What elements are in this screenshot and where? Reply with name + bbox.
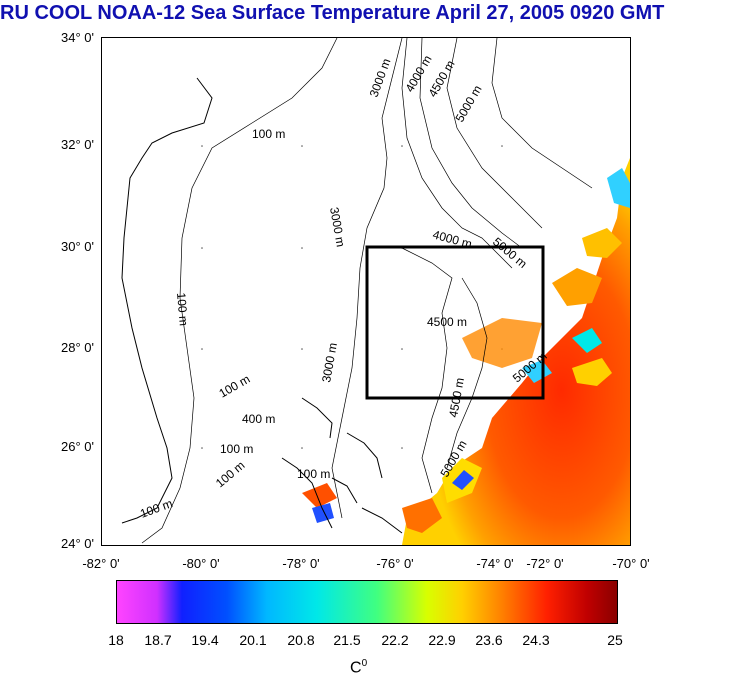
lat-label-32: 32° 0' [61, 137, 94, 152]
contour-label: 4500 m [427, 315, 467, 329]
lon-label-80: -80° 0' [182, 556, 220, 571]
contour-label: 100 m [213, 458, 248, 490]
lon-label-78: -78° 0' [282, 556, 320, 571]
contour-label: 100 m [217, 372, 253, 401]
colorbar-tick: 22.9 [428, 632, 456, 648]
lon-label-76: -76° 0' [376, 556, 414, 571]
colorbar-tick: 25 [607, 632, 623, 648]
coastline [121, 77, 403, 534]
study-area-box [365, 245, 545, 400]
lon-label-74: -74° 0' [476, 556, 514, 571]
lat-label-30: 30° 0' [61, 239, 94, 254]
lat-label-24: 24° 0' [61, 536, 94, 551]
colorbar-tick: 22.2 [381, 632, 409, 648]
sst-field [302, 158, 630, 545]
lon-label-72: -72° 0' [526, 556, 564, 571]
colorbar-tick: 20.1 [239, 632, 267, 648]
map-title: RU COOL NOAA-12 Sea Surface Temperature … [0, 2, 665, 24]
colorbar-tick: 24.3 [522, 632, 550, 648]
unit-text: C [350, 659, 362, 677]
color-scale-bar [116, 580, 618, 624]
colorbar-tick: 21.5 [333, 632, 361, 648]
colorbar-tick: 20.8 [287, 632, 315, 648]
colorbar-tick: 19.4 [191, 632, 219, 648]
contour-label: 400 m [242, 412, 275, 426]
contour-label: 100 m [174, 292, 191, 326]
lat-label-28: 28° 0' [61, 340, 94, 355]
map-area: 100 m 100 m 100 m 100 m 100 m 100 m 100 … [101, 37, 631, 546]
contour-label: 5000 m [452, 83, 484, 125]
contour-label: 3000 m [327, 206, 348, 248]
lon-label-82: -82° 0' [82, 556, 120, 571]
contour-label: 3000 m [367, 57, 394, 99]
lon-label-70: -70° 0' [612, 556, 650, 571]
contour-label: 100 m [297, 467, 330, 481]
map-svg: 100 m 100 m 100 m 100 m 100 m 100 m 100 … [121, 38, 630, 545]
contour-label: 100 m [220, 442, 253, 456]
contour-label: 3000 m [319, 342, 340, 384]
bathymetry-contours [141, 38, 593, 544]
colorbar-tick: 23.6 [475, 632, 503, 648]
unit-superscript: 0 [361, 658, 368, 669]
lat-label-26: 26° 0' [61, 439, 94, 454]
colorbar-tick: 18 [108, 632, 124, 648]
lat-label-34: 34° 0' [61, 30, 94, 45]
contour-label: 100 m [138, 496, 174, 521]
colorbar-tick: 18.7 [144, 632, 172, 648]
contour-label: 100 m [252, 127, 285, 141]
colorbar-unit: C0 [350, 658, 367, 677]
